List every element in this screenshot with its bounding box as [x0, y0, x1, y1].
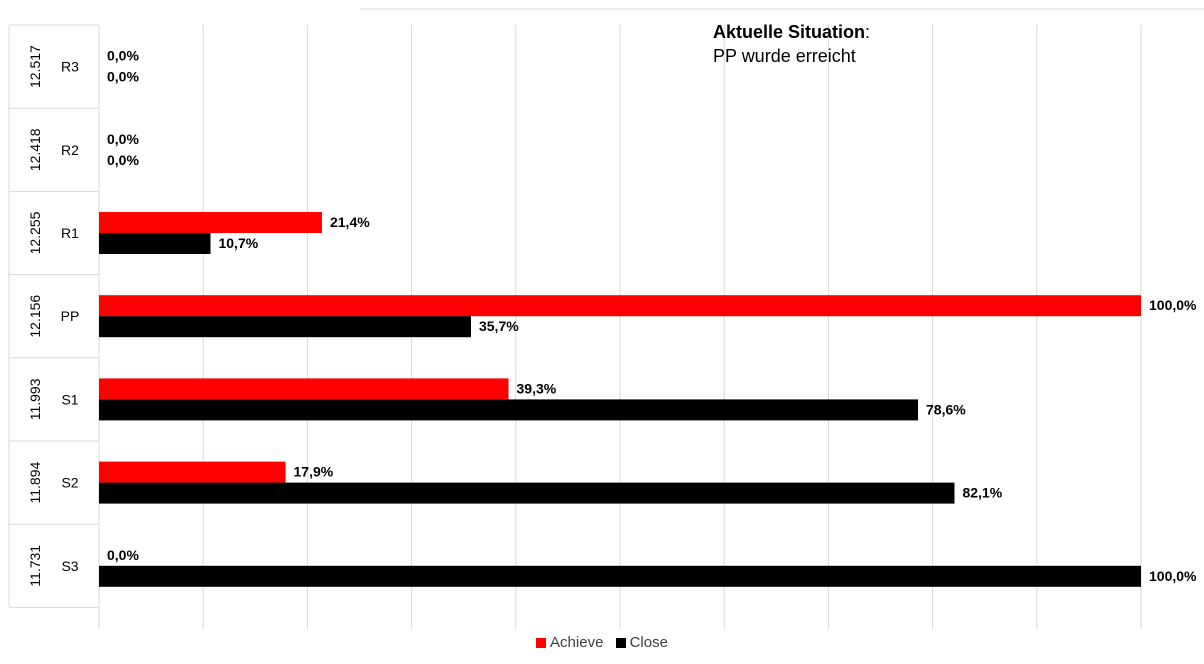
close-bar [99, 565, 1141, 587]
bars [99, 212, 1141, 587]
achieve-data-label: 0,0% [107, 131, 139, 147]
category-label: R2 [61, 142, 79, 158]
legend: Achieve Close [0, 634, 1204, 651]
gridlines [202, 25, 1142, 630]
category-label: S2 [61, 475, 78, 491]
legend-item-close: Close [615, 634, 668, 651]
achieve-data-label: 39,3% [517, 380, 557, 396]
legend-swatch-close [615, 638, 626, 648]
price-level-label: 11.993 [27, 378, 43, 420]
category-label: S1 [61, 391, 78, 407]
achieve-data-label: 0,0% [107, 48, 139, 64]
achieve-bar [99, 295, 1141, 317]
category-label: R1 [61, 225, 79, 241]
achieve-bar [99, 378, 509, 400]
price-level-label: 11.731 [27, 545, 43, 587]
situation-box: Aktuelle Situation: PP wurde erreicht [713, 20, 870, 68]
price-level-label: 12.418 [27, 128, 43, 171]
close-data-label: 35,7% [479, 318, 519, 334]
category-label: PP [61, 308, 80, 324]
close-data-label: 78,6% [926, 401, 966, 417]
achieve-data-label: 100,0% [1149, 297, 1197, 313]
legend-swatch-achieve [536, 638, 547, 648]
close-data-label: 82,1% [962, 485, 1002, 501]
data-labels: 0,0% 0,0% 0,0% 0,0% 21,4% 10,7% 100,0% 35,7% 39,… [107, 48, 1197, 584]
achieve-bar [99, 461, 286, 483]
achieve-data-label: 0,0% [107, 547, 139, 563]
price-level-label: 11.894 [27, 461, 43, 503]
close-bar [99, 482, 955, 504]
close-bar [99, 399, 919, 421]
price-level-label: 12.255 [27, 211, 43, 254]
achieve-data-label: 21,4% [330, 214, 370, 230]
achieve-data-label: 17,9% [294, 464, 334, 480]
legend-label-close: Close [629, 634, 668, 651]
close-data-label: 10,7% [218, 235, 258, 251]
close-data-label: 0,0% [107, 69, 139, 85]
situation-colon: : [865, 22, 871, 42]
price-level-label: 12.517 [27, 45, 43, 88]
category-label: S3 [61, 558, 78, 574]
situation-text: PP wurde erreicht [713, 46, 856, 66]
category-label: R3 [61, 59, 79, 75]
close-data-label: 100,0% [1149, 568, 1197, 584]
achieve-bar [99, 212, 322, 233]
legend-item-achieve: Achieve [536, 634, 603, 651]
situation-label: Aktuelle Situation [713, 22, 866, 42]
close-bar [99, 233, 211, 254]
category-axis: R3 12.517 R2 12.418 R1 12.255 PP 12.156 S1 11.993… [8, 24, 100, 630]
close-data-label: 0,0% [107, 152, 139, 168]
price-level-label: 12.156 [27, 295, 43, 338]
close-bar [99, 316, 471, 338]
legend-label-achieve: Achieve [550, 634, 604, 651]
